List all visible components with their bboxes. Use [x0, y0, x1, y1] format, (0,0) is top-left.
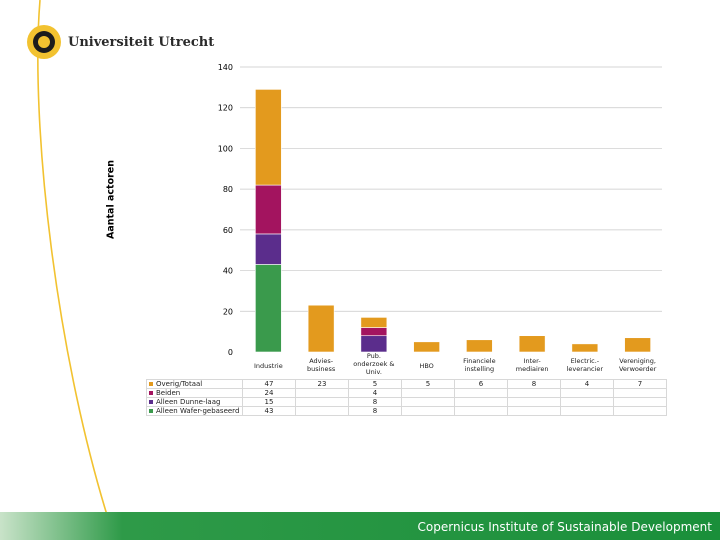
category-label: Advies-business: [307, 357, 336, 373]
table-row: Beiden 24 4: [146, 388, 667, 398]
data-table: Overig/Totaal 47 23 5 5 6 8 4 7 Beiden 24 4 Alleen D…: [146, 379, 667, 416]
bar-segment: [413, 341, 440, 353]
table-cell: [401, 388, 455, 398]
y-tick-label: 40: [223, 267, 233, 276]
table-cell: [295, 397, 349, 407]
legend-entry: Beiden: [146, 388, 243, 398]
bar-segment: [360, 317, 388, 328]
legend-swatch: [149, 400, 153, 404]
y-tick-label: 100: [218, 144, 233, 153]
bar-segment: [255, 184, 282, 235]
table-cell: 15: [242, 397, 296, 407]
footer-text: Copernicus Institute of Sustainable Deve…: [417, 520, 712, 534]
y-tick-label: 60: [223, 226, 233, 235]
table-cell: [507, 406, 561, 416]
table-cell: [507, 388, 561, 398]
table-cell: [295, 406, 349, 416]
table-cell: 4: [560, 379, 614, 389]
legend-label: Beiden: [156, 389, 181, 397]
category-label: Financiele instelling: [463, 357, 495, 373]
table-row: Alleen Wafer-gebaseerd 43 8: [146, 406, 667, 416]
footer-band: [0, 512, 720, 540]
y-tick-label: 80: [223, 185, 233, 194]
table-cell: [401, 406, 455, 416]
sun-emblem-icon: [27, 25, 61, 59]
table-row: Overig/Totaal 47 23 5 5 6 8 4 7: [146, 379, 667, 389]
y-tick-label: 20: [223, 307, 233, 316]
legend-swatch: [149, 409, 153, 413]
legend-entry: Overig/Totaal: [146, 379, 243, 389]
university-name: Universiteit Utrecht: [68, 34, 215, 50]
table-cell: [295, 388, 349, 398]
table-cell: 7: [613, 379, 667, 389]
category-label: Vereniging, Verwoerder: [619, 357, 657, 373]
table-cell: [401, 397, 455, 407]
table-cell: 8: [507, 379, 561, 389]
table-cell: 5: [348, 379, 402, 389]
bar-segment: [571, 343, 599, 353]
category-label: Inter-mediairen: [516, 357, 549, 373]
category-label: Electric.-leverancier: [567, 357, 604, 373]
legend-label: Alleen Wafer-gebaseerd: [156, 407, 240, 415]
bar-segment: [307, 304, 335, 353]
university-logo: Universiteit Utrecht: [26, 24, 214, 60]
y-tick-label: 120: [218, 104, 233, 113]
legend-entry: Alleen Dunne-laag: [146, 397, 243, 407]
table-cell: 8: [348, 397, 402, 407]
legend-swatch: [149, 382, 153, 386]
category-label: HBO: [419, 362, 433, 370]
table-cell: 5: [401, 379, 455, 389]
table-cell: 23: [295, 379, 349, 389]
bar-segment: [360, 335, 388, 353]
bar-segment: [624, 337, 651, 353]
table-cell: 47: [242, 379, 296, 389]
bar-segment: [255, 89, 282, 186]
legend-label: Alleen Dunne-laag: [156, 398, 221, 406]
table-row: Alleen Dunne-laag 15 8: [146, 397, 667, 407]
table-cell: [613, 406, 667, 416]
y-tick-label: 140: [218, 63, 233, 72]
table-cell: [507, 397, 561, 407]
table-cell: [560, 397, 614, 407]
table-cell: [560, 406, 614, 416]
table-cell: [454, 388, 508, 398]
legend-label: Overig/Totaal: [156, 380, 203, 388]
table-cell: [454, 406, 508, 416]
category-label: Pub. onderzoek & Univ.: [353, 352, 394, 376]
bar-segment: [466, 339, 493, 353]
table-cell: [613, 388, 667, 398]
y-tick-label: 0: [228, 348, 233, 357]
bar-segment: [360, 327, 388, 337]
table-cell: 6: [454, 379, 508, 389]
table-cell: [560, 388, 614, 398]
legend-swatch: [149, 391, 153, 395]
bar-segment: [255, 233, 282, 265]
table-cell: 4: [348, 388, 402, 398]
table-cell: 43: [242, 406, 296, 416]
table-cell: 24: [242, 388, 296, 398]
table-cell: 8: [348, 406, 402, 416]
bar-segment: [255, 264, 282, 353]
bar-segment: [518, 335, 546, 353]
legend-entry: Alleen Wafer-gebaseerd: [146, 406, 243, 416]
category-label: Industrie: [254, 362, 283, 370]
table-cell: [454, 397, 508, 407]
table-cell: [613, 397, 667, 407]
